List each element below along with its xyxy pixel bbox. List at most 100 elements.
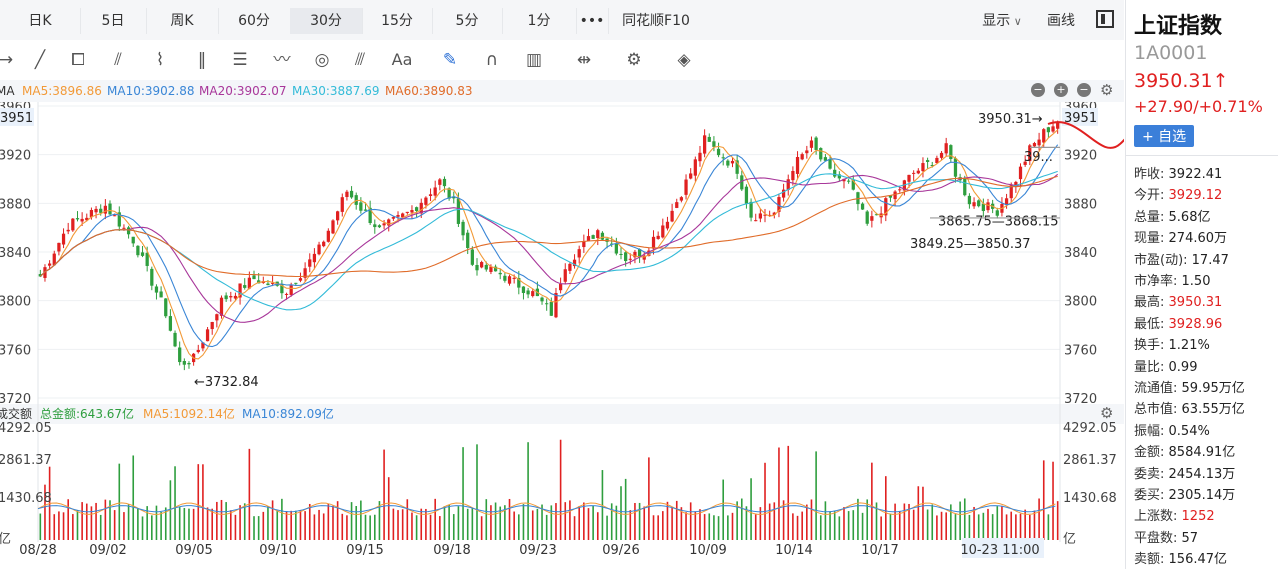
volume-bar — [462, 447, 464, 540]
rect-icon[interactable]: ⧠ — [71, 50, 85, 70]
line-icon[interactable]: ╱ — [34, 50, 46, 70]
volume-bar — [829, 511, 831, 540]
volume-bar — [963, 498, 966, 540]
parallel-icon[interactable]: ⫻ — [354, 50, 366, 70]
y-tick-label-left: 3880 — [0, 197, 31, 212]
channel-icon[interactable]: ⌇ — [155, 50, 165, 70]
volume-bar — [750, 478, 752, 540]
volume-bar — [225, 502, 227, 540]
volume-bar — [513, 511, 515, 540]
stat-value: 5.68亿 — [1164, 209, 1211, 225]
volume-bar — [262, 511, 265, 540]
volume-bar — [889, 513, 892, 540]
collapse-icon[interactable]: − — [1031, 83, 1045, 97]
pen-icon[interactable]: ✎ — [442, 50, 458, 70]
settings-icon[interactable]: ⚙ — [626, 50, 642, 70]
volume-bar — [1038, 498, 1040, 540]
volume-settings-icon[interactable]: ⚙ — [1100, 404, 1114, 422]
fib-icon[interactable]: ☰ — [232, 50, 248, 70]
split-icon[interactable]: ⇹ — [576, 50, 592, 70]
layers-icon[interactable]: ◈ — [677, 50, 691, 70]
zoom-out-icon[interactable]: − — [1077, 83, 1091, 97]
tab-60min[interactable]: 60分 — [218, 8, 291, 34]
kline-chart[interactable]: 3720 3720 3760 3760 3800 3800 3840 3840 3880 3880… — [0, 102, 1124, 569]
stat-row: 金额: 8584.91亿 — [1134, 441, 1235, 460]
candle-body — [935, 157, 939, 164]
volume-bar — [490, 505, 492, 540]
candle-body — [693, 159, 697, 176]
candle-body — [907, 174, 911, 182]
stat-label: 今开: — [1134, 188, 1165, 204]
volume-bar — [801, 511, 803, 540]
candle-body — [159, 291, 163, 298]
add-watchlist-button[interactable]: + 自选 — [1134, 125, 1195, 147]
volume-tick-left: 2861.37 — [0, 453, 52, 468]
candle-body — [1037, 139, 1041, 146]
tab-5day[interactable]: 5日 — [80, 8, 147, 34]
display-dropdown[interactable]: 显示 ∨ — [972, 8, 1032, 34]
draw-line-button[interactable]: 画线 — [1047, 13, 1075, 29]
zoom-in-icon[interactable]: + — [1054, 83, 1068, 97]
candle-body — [447, 188, 451, 199]
volume-ma5-line — [37, 502, 1056, 515]
stat-row: 最高: 3950.31 — [1134, 291, 1222, 310]
ma10-label: MA10:3902.88 — [107, 84, 195, 98]
y-tick-label-right: 3720 — [1064, 392, 1097, 407]
volume-bar — [95, 502, 97, 540]
wave-icon[interactable]: 〰 — [273, 50, 291, 70]
stat-label: 委卖: — [1134, 466, 1165, 482]
tab-15min[interactable]: 15分 — [362, 8, 433, 34]
stat-label: 振幅: — [1134, 423, 1165, 439]
stat-value: 57 — [1177, 530, 1199, 546]
tab-f10[interactable]: 同花顺F10 — [622, 13, 690, 29]
tab-5min[interactable]: 5分 — [432, 8, 503, 34]
stat-label: 昨收: — [1134, 167, 1165, 182]
volume-bar — [174, 466, 176, 540]
candle-body — [470, 249, 474, 265]
candle-body — [182, 361, 186, 365]
candle-body — [229, 296, 233, 298]
panel-toggle-icon[interactable] — [1096, 10, 1114, 28]
more-tabs-button[interactable]: ••• — [576, 8, 609, 34]
tab-1min[interactable]: 1分 — [502, 8, 577, 34]
cycle-icon[interactable]: ◎ — [314, 50, 330, 70]
period-tab-bar: 日K 5日 周K 60分 30分 15分 5分 1分 ••• 同花顺F10 显示… — [0, 0, 1124, 41]
candle-body — [684, 179, 688, 195]
text-icon[interactable]: Aa — [391, 50, 413, 69]
volume-bar — [550, 505, 553, 540]
stat-row: 最低: 3928.96 — [1134, 313, 1222, 332]
candle-body — [614, 243, 618, 254]
volume-bar — [118, 463, 121, 540]
volume-bar — [982, 512, 985, 540]
candle-body — [679, 197, 684, 201]
volume-bar — [648, 457, 650, 540]
stat-value: 3950.31 — [1164, 295, 1223, 311]
candle-body — [424, 197, 428, 205]
stat-label: 平盘数: — [1134, 530, 1178, 546]
candle-body — [517, 278, 521, 288]
arrow-icon[interactable]: → — [0, 50, 14, 70]
tab-30min[interactable]: 30分 — [290, 8, 363, 34]
stat-row: 市盈(动): 17.47 — [1134, 249, 1229, 268]
stat-label: 市净率: — [1134, 274, 1178, 289]
candle-body — [215, 314, 219, 321]
chart-settings-icon[interactable]: ⚙ — [1100, 81, 1114, 99]
volume-bar — [85, 503, 88, 540]
volume-bar — [1015, 514, 1017, 540]
magnet-icon[interactable]: ∩ — [485, 50, 499, 70]
candle-body — [884, 198, 888, 216]
candle-body — [373, 224, 377, 228]
volume-bar — [977, 514, 980, 540]
volume-bar — [699, 509, 701, 540]
candle-body — [986, 202, 990, 211]
volume-bar — [545, 514, 548, 540]
vertical-lines-icon[interactable]: ‖ — [197, 50, 207, 70]
volume-bar — [578, 506, 580, 540]
candle-body — [47, 263, 52, 266]
volume-bar — [643, 506, 646, 540]
trash-icon[interactable]: ▥ — [525, 50, 543, 70]
fan-icon[interactable]: ⫽ — [114, 50, 122, 70]
tab-week-k[interactable]: 周K — [146, 8, 219, 34]
candle-body — [466, 232, 470, 249]
tab-day-k[interactable]: 日K — [0, 8, 81, 34]
